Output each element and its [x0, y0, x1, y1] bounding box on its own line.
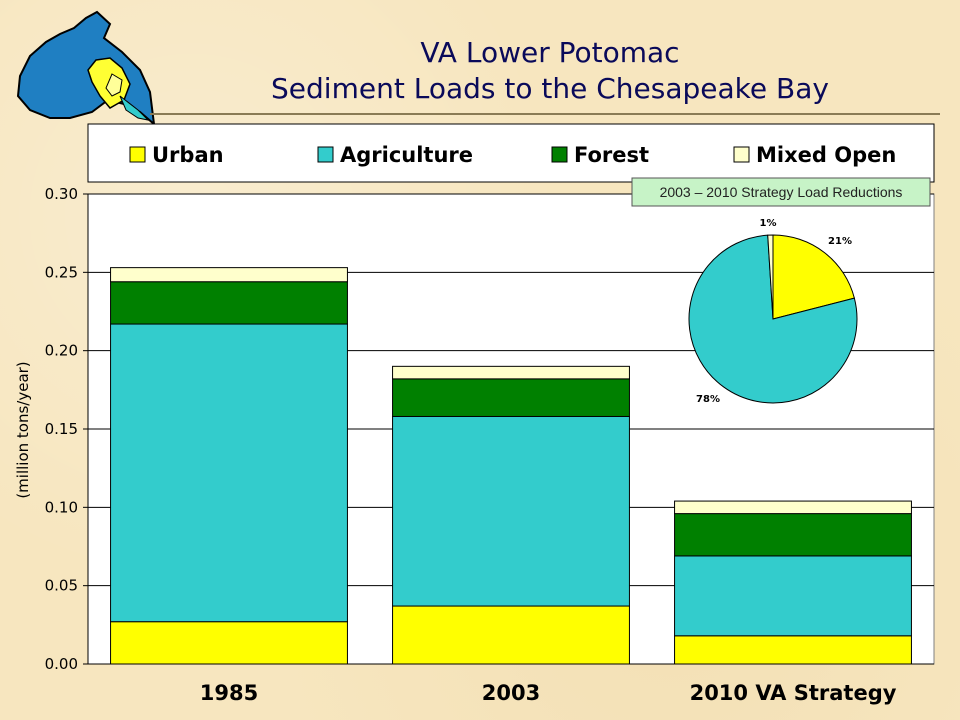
legend-box — [87, 123, 935, 183]
pie-slice-21 — [772, 234, 855, 320]
x-tick-label-2003: 2003 — [482, 681, 540, 705]
y-tick-label: 0.25 — [45, 263, 78, 281]
bar-urban-1985 — [110, 621, 348, 665]
legend: Urban Agriculture Forest Mixed Open — [87, 123, 935, 183]
page-title-line-2: Sediment Loads to the Chesapeake Bay — [271, 72, 829, 105]
pie-label: 21% — [828, 236, 852, 247]
x-tick-label-1985: 1985 — [200, 681, 258, 705]
bars — [110, 267, 912, 665]
bar-mixed-open-1985 — [110, 267, 348, 283]
plot-area: 0.00 0.05 0.10 0.15 0.20 0.25 0.30 1985 2003 201… — [14, 185, 935, 705]
page-title-line-1: VA Lower Potomac — [420, 36, 680, 69]
bar-mixed-open-2010-va-strategy — [674, 500, 912, 515]
pie-slice-78 — [688, 234, 858, 404]
y-tick-label: 0.30 — [45, 185, 78, 203]
bar-urban-2003 — [392, 605, 630, 665]
pie-label: 78% — [696, 394, 720, 405]
legend-label-agriculture: Agriculture — [340, 143, 473, 167]
y-tick-label: 0.15 — [45, 420, 78, 438]
legend-label-urban: Urban — [152, 143, 224, 167]
bar-agriculture-1985 — [110, 323, 348, 623]
legend-swatch-agriculture — [317, 146, 334, 163]
pie-slice-1 — [767, 234, 774, 320]
bar-forest-1985 — [110, 281, 348, 325]
legend-label-forest: Forest — [574, 143, 649, 167]
bar-agriculture-2010-va-strategy — [674, 555, 912, 637]
y-tick-label: 0.10 — [45, 498, 78, 516]
title-underline — [150, 113, 940, 115]
legend-label-mixed-open: Mixed Open — [756, 143, 896, 167]
legend-swatch-mixed-open — [733, 146, 750, 163]
y-axis-label: (million tons/year) — [14, 361, 32, 498]
bar-forest-2003 — [392, 378, 630, 417]
legend-swatch-urban — [129, 146, 146, 163]
bar-agriculture-2003 — [392, 415, 630, 607]
pie-label: 1% — [760, 218, 777, 229]
y-tick-label: 0.00 — [45, 655, 78, 673]
y-tick-label: 0.20 — [45, 342, 78, 360]
inset-label-box — [631, 177, 931, 207]
legend-swatch-forest — [551, 146, 568, 163]
bar-urban-2010-va-strategy — [674, 635, 912, 665]
y-tick-label: 0.05 — [45, 577, 78, 595]
x-tick-labels: 1985 2003 2010 VA Strategy — [200, 681, 897, 705]
watershed-map-logo — [16, 10, 156, 127]
inset-pie: 2003 – 2010 Strategy Load Reductions 21%… — [631, 177, 931, 405]
bar-forest-2010-va-strategy — [674, 513, 912, 557]
bar-mixed-open-2003 — [392, 365, 630, 380]
inset-label: 2003 – 2010 Strategy Load Reductions — [660, 184, 903, 200]
pie-chart: 21% 78% 1% — [688, 218, 858, 405]
y-tick-labels: 0.00 0.05 0.10 0.15 0.20 0.25 0.30 — [45, 185, 78, 673]
x-tick-label-2010-va-strategy: 2010 VA Strategy — [690, 681, 897, 705]
